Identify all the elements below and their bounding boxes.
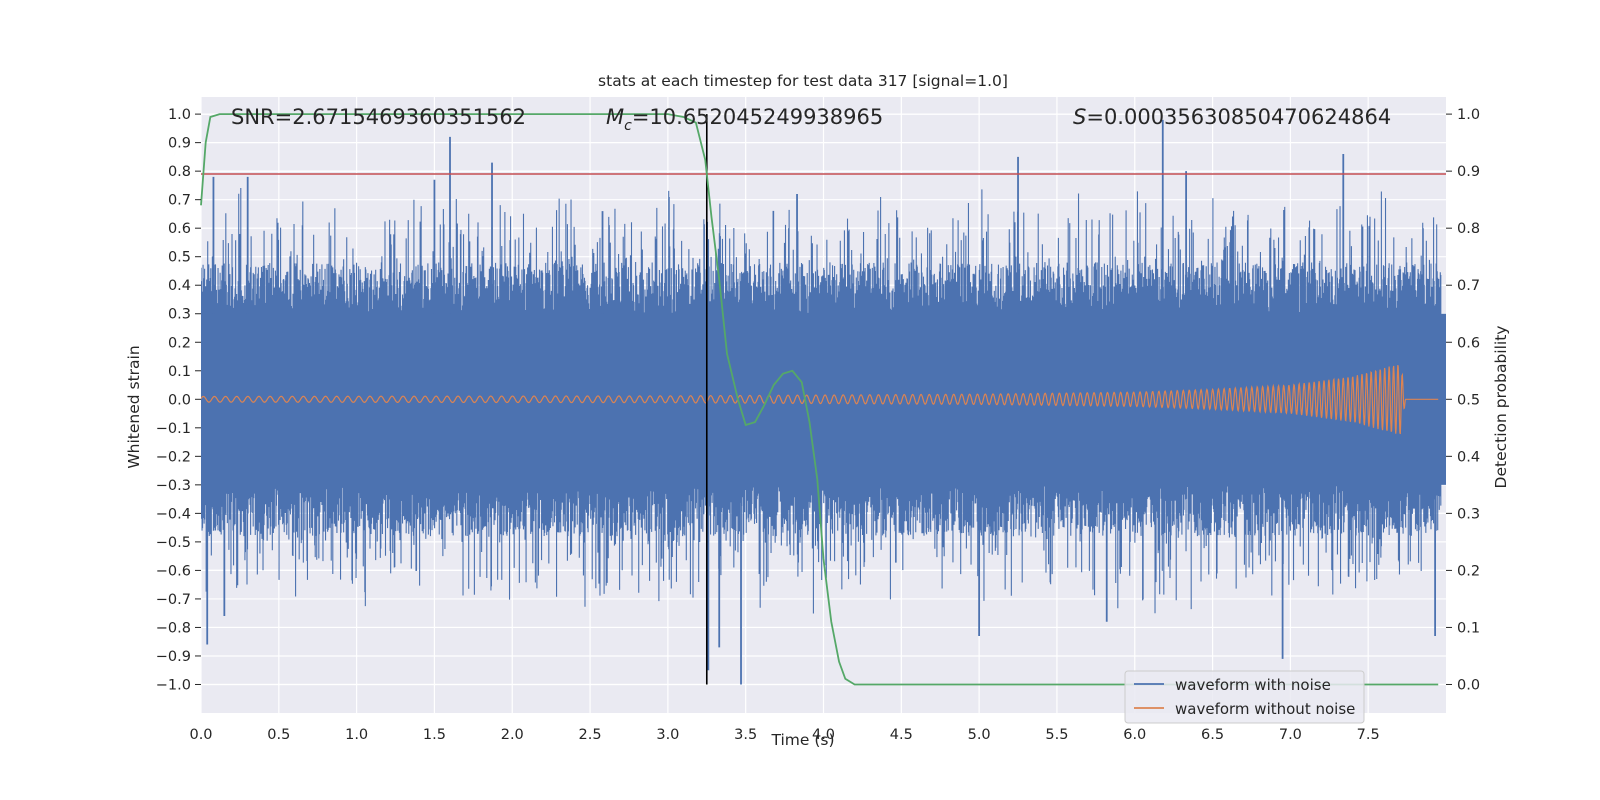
overlay-lines xyxy=(200,113,1446,686)
detection-probability-line xyxy=(200,113,1439,686)
y-tick-label-left: −0.3 xyxy=(156,478,191,494)
y-tick-label-right: 0.7 xyxy=(1457,278,1480,294)
legend: waveform with noise waveform without noi… xyxy=(1124,670,1365,724)
y-tick-label-left: −0.2 xyxy=(156,449,191,465)
y-tick-label-left: 0.5 xyxy=(168,250,191,266)
x-tick-label: 1.5 xyxy=(423,727,446,743)
x-tick-label: 1.0 xyxy=(345,727,368,743)
x-tick-label: 5.5 xyxy=(1045,727,1068,743)
y-tick-label-right: 0.4 xyxy=(1457,449,1480,465)
annotation-chirp-mass: Mc=10.652045249938965 xyxy=(606,105,883,134)
y-tick-label-left: −0.4 xyxy=(156,506,191,522)
y-tick-label-right: 0.0 xyxy=(1457,677,1480,693)
x-tick-label: 0.5 xyxy=(267,727,290,743)
x-tick-label: 3.5 xyxy=(734,727,757,743)
noise-core xyxy=(201,313,1446,485)
annotation-chirp-mass-value: =10.652045249938965 xyxy=(632,105,883,129)
y-tick-label-right: 0.6 xyxy=(1457,335,1480,351)
x-tick-label: 0.0 xyxy=(189,727,212,743)
y-tick-label-left: 0.8 xyxy=(168,164,191,180)
x-tick-label: 2.0 xyxy=(501,727,524,743)
y-tick-label-left: −0.6 xyxy=(156,563,191,579)
x-tick-label: 7.5 xyxy=(1357,727,1380,743)
chart-title: stats at each timestep for test data 317… xyxy=(598,72,1008,90)
x-axis-label: Time (s) xyxy=(770,731,834,749)
series-waveform-without-noise xyxy=(201,365,1439,435)
annotation-chirp-mass-subscript: c xyxy=(624,118,632,134)
y-tick-label-left: 0.3 xyxy=(168,307,191,323)
y-tick-label-left: 0.6 xyxy=(168,221,191,237)
x-tick-label: 4.0 xyxy=(812,727,835,743)
annotation-chirp-mass-symbol: M xyxy=(606,105,624,129)
y-tick-label-right: 0.3 xyxy=(1457,506,1480,522)
x-tick-label: 6.5 xyxy=(1201,727,1224,743)
y-tick-label-right: 0.9 xyxy=(1457,164,1480,180)
y-tick-label-right: 0.1 xyxy=(1457,620,1480,636)
clean-waveform-line xyxy=(201,365,1439,435)
x-tick-label: 3.0 xyxy=(656,727,679,743)
y-tick-label-left: 0.9 xyxy=(168,136,191,152)
y-tick-label-left: 0.7 xyxy=(168,193,191,209)
y-tick-label-right: 1.0 xyxy=(1457,107,1480,123)
y-tick-label-left: 0.1 xyxy=(168,364,191,380)
y-tick-label-left: −0.9 xyxy=(156,649,191,665)
y-axis-label-left: Whitened strain xyxy=(125,345,143,468)
y-tick-label-right: 0.2 xyxy=(1457,563,1480,579)
annotation-statistic-symbol: S xyxy=(1073,105,1086,129)
y-tick-label-right: 0.5 xyxy=(1457,392,1480,408)
axes: 0.0 0.5 1.0 1.5 2.0 2.5 3.0 3.5 4.0 4.5 5.0 5.5 6.0 6… xyxy=(156,107,1480,743)
x-tick-label: 4.5 xyxy=(890,727,913,743)
y-tick-label-right: 0.8 xyxy=(1457,221,1480,237)
legend-box xyxy=(1124,670,1365,724)
y-tick-label-left: 0.4 xyxy=(168,278,191,294)
series-waveform-with-noise xyxy=(201,119,1446,685)
y-tick-label-left: −0.5 xyxy=(156,535,191,551)
annotation-snr: SNR=2.6715469360351562 xyxy=(231,105,526,129)
y-tick-label-left: 0.0 xyxy=(168,392,191,408)
y-tick-label-left: −0.7 xyxy=(156,592,191,608)
x-tick-label: 5.0 xyxy=(968,727,991,743)
y-axis-label-right: Detection probability xyxy=(1492,326,1510,489)
y-tick-label-left: −0.8 xyxy=(156,620,191,636)
legend-entry-clean: waveform without noise xyxy=(1175,700,1355,718)
legend-entry-noise: waveform with noise xyxy=(1175,676,1331,694)
y-tick-label-left: 1.0 xyxy=(168,107,191,123)
y-tick-label-left: −0.1 xyxy=(156,421,191,437)
x-tick-label: 6.0 xyxy=(1123,727,1146,743)
annotation-statistic: S=0.00035630850470624864 xyxy=(1073,105,1391,129)
annotation-statistic-value: =0.00035630850470624864 xyxy=(1086,105,1391,129)
y-tick-label-left: −1.0 xyxy=(156,677,191,693)
x-tick-label: 7.0 xyxy=(1279,727,1302,743)
y-tick-label-left: 0.2 xyxy=(168,335,191,351)
x-tick-label: 2.5 xyxy=(579,727,602,743)
